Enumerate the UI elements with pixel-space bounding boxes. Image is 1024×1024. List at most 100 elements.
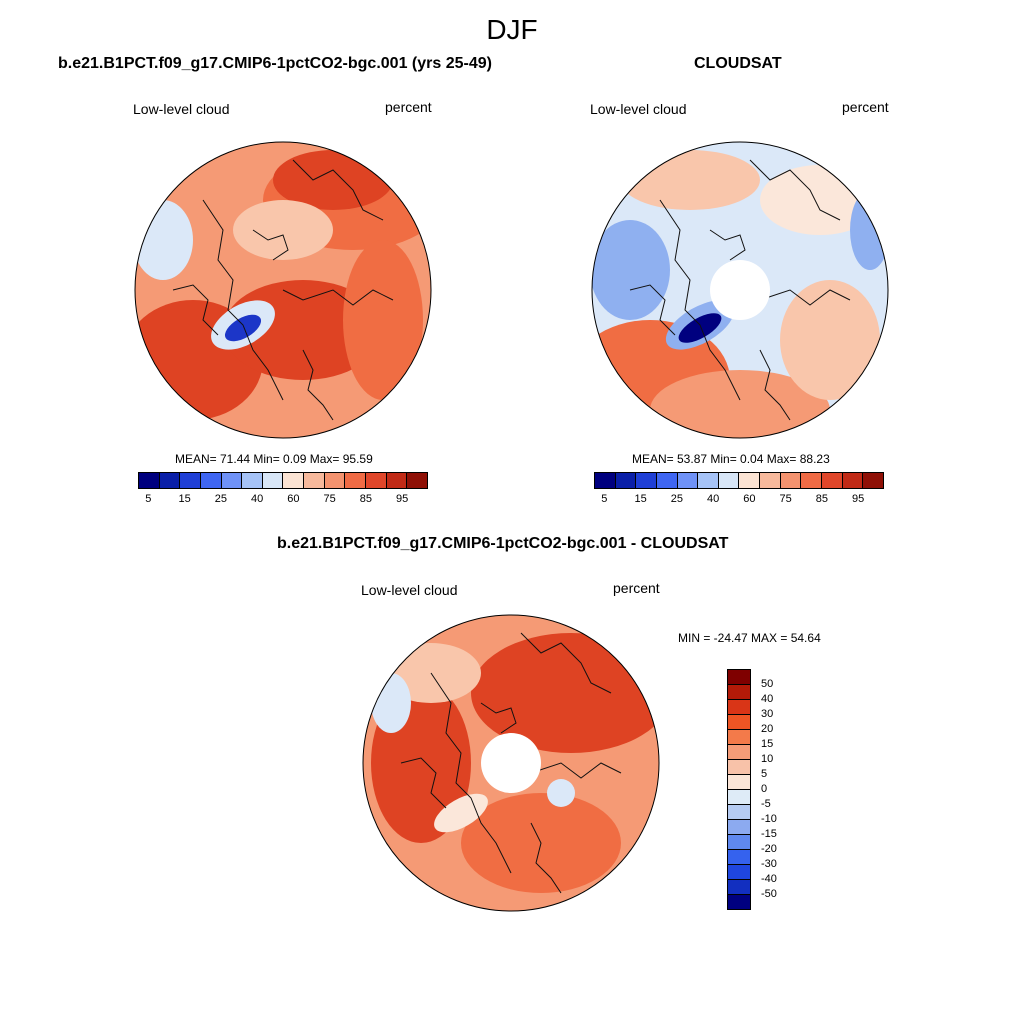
panel3-title: b.e21.B1PCT.f09_g17.CMIP6-1pctCO2-bgc.00… xyxy=(277,535,729,552)
colorbar-tick-label: 15 xyxy=(634,493,647,505)
greenland-region xyxy=(678,313,722,343)
panel2-stats: MEAN= 53.87 Min= 0.04 Max= 88.23 xyxy=(632,452,830,466)
colorbar-tick-label: 25 xyxy=(670,493,683,505)
colorbar-cell xyxy=(728,835,750,850)
panel3-units-label: percent xyxy=(613,580,660,596)
colorbar-cell xyxy=(366,473,387,488)
coastline xyxy=(659,199,741,401)
colorbar-cell xyxy=(386,473,408,488)
coastline xyxy=(282,289,394,306)
map-boundary xyxy=(591,141,889,439)
coastline xyxy=(430,672,512,874)
colorbar-cell xyxy=(180,473,201,488)
panel2-units-label: percent xyxy=(842,99,889,115)
figure-title: DJF xyxy=(486,14,538,45)
colorbar-cell xyxy=(728,865,750,880)
colorbar-cell xyxy=(728,895,750,909)
coastline xyxy=(252,229,289,261)
colorbar-cell xyxy=(615,473,637,488)
map-boundary xyxy=(134,141,432,439)
coastline xyxy=(172,284,219,336)
colorbar-tick-label: 95 xyxy=(851,493,865,505)
coastline xyxy=(709,229,746,261)
panel3-polar-map xyxy=(362,614,660,912)
colorbar-cell xyxy=(698,473,719,488)
colorbar-cell xyxy=(728,790,750,805)
cloud-region xyxy=(547,779,575,807)
colorbar-tick-label: 15 xyxy=(178,493,191,505)
colorbar-tick-label: 85 xyxy=(815,493,828,505)
colorbar-cell xyxy=(728,820,750,835)
coastline xyxy=(530,822,562,894)
panel1-title: b.e21.B1PCT.f09_g17.CMIP6-1pctCO2-bgc.00… xyxy=(58,55,492,72)
colorbar-cell xyxy=(728,805,750,820)
colorbar-tick-label: 75 xyxy=(323,493,336,505)
greenland-region xyxy=(224,314,262,342)
colorbar-tick-label: -50 xyxy=(761,888,777,900)
panel3-stats: MIN = -24.47 MAX = 54.64 xyxy=(678,631,821,645)
colorbar-tick-label: 25 xyxy=(214,493,227,505)
colorbar-cell xyxy=(728,700,750,715)
colorbar-cell xyxy=(262,473,284,488)
colorbar-tick-label: 75 xyxy=(779,493,792,505)
cloud-region xyxy=(135,200,193,280)
cloud-region xyxy=(371,673,411,733)
coastline xyxy=(759,349,791,421)
colorbar-cell xyxy=(221,473,243,488)
colorbar-tick-label: -15 xyxy=(761,828,777,840)
coastline xyxy=(629,284,676,336)
panel3-variable-label: Low-level cloud xyxy=(361,582,458,598)
colorbar-cell xyxy=(728,745,750,760)
coastline xyxy=(520,632,612,694)
panel3-colorbar: 50 40 30 20 15 10 5 0 -5 -10 -15 -20 -30 -40 -50 xyxy=(727,669,777,911)
colorbar-tick-label: -40 xyxy=(761,873,777,885)
colorbar-cell xyxy=(728,775,750,790)
colorbar-cell xyxy=(345,473,367,488)
panel1-units-label: percent xyxy=(385,99,432,115)
colorbar-cell xyxy=(283,473,305,488)
cloud-region xyxy=(650,370,830,438)
colorbar-cell xyxy=(304,473,325,488)
coastline xyxy=(480,702,517,734)
colorbar-tick-label: 30 xyxy=(761,708,774,720)
cloud-region xyxy=(233,200,333,260)
colorbar-cell xyxy=(801,473,823,488)
coastline xyxy=(400,757,447,809)
panel1-variable-label: Low-level cloud xyxy=(133,101,230,117)
colorbar-tick-label: 85 xyxy=(359,493,372,505)
colorbar-cell xyxy=(595,473,616,488)
colorbar-tick-label: 0 xyxy=(761,783,768,795)
coastline xyxy=(202,199,284,401)
colorbar-cell xyxy=(863,473,883,488)
polar-data-gap xyxy=(481,733,541,793)
colorbar-cell xyxy=(739,473,761,488)
greenland-region xyxy=(434,793,488,833)
cloud-region xyxy=(343,240,423,400)
coastline xyxy=(302,349,334,421)
colorbar-tick-label: 5 xyxy=(761,768,768,780)
colorbar-tick-label: -30 xyxy=(761,858,777,870)
colorbar-cell xyxy=(677,473,699,488)
colorbar-cell xyxy=(728,685,750,700)
colorbar-tick-label: 60 xyxy=(743,493,756,505)
panel2-variable-label: Low-level cloud xyxy=(590,101,687,117)
colorbar-tick-label: 60 xyxy=(287,493,300,505)
panel1-polar-map xyxy=(134,141,432,439)
colorbar-cell xyxy=(407,473,427,488)
panel1-colorbar: 5 15 25 40 60 75 85 95 xyxy=(138,472,428,505)
colorbar-cell xyxy=(718,473,740,488)
colorbar-tick-label: 95 xyxy=(395,493,409,505)
panel2-title: CLOUDSAT xyxy=(694,55,782,72)
colorbar-tick-label: 40 xyxy=(706,493,720,505)
colorbar-tick-label: 20 xyxy=(761,723,774,735)
coastline xyxy=(292,159,384,221)
colorbar-tick-label: -10 xyxy=(761,813,777,825)
colorbar-cell xyxy=(242,473,263,488)
colorbar-tick-label: -20 xyxy=(761,843,777,855)
colorbar-cell xyxy=(728,670,750,685)
colorbar-cell xyxy=(822,473,843,488)
colorbar-tick-label: 40 xyxy=(250,493,264,505)
panel1-stats: MEAN= 71.44 Min= 0.09 Max= 95.59 xyxy=(175,452,373,466)
colorbar-cell xyxy=(728,760,750,775)
colorbar-cell xyxy=(728,850,750,865)
